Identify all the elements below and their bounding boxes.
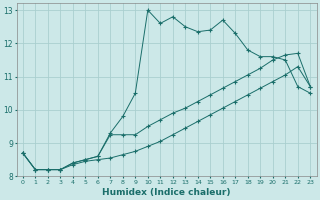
X-axis label: Humidex (Indice chaleur): Humidex (Indice chaleur) [102,188,231,197]
